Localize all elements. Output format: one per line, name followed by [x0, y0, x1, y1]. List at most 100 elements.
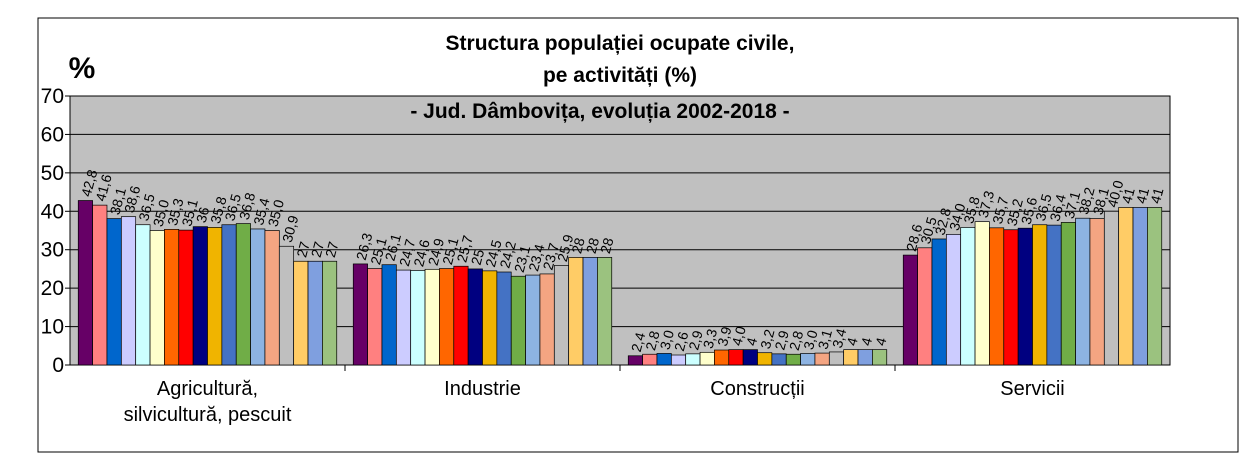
- bar: [192, 226, 208, 366]
- data-label: 24,9: [425, 236, 448, 267]
- data-label: 4: [743, 336, 761, 348]
- data-label: 32,8: [932, 206, 955, 237]
- bar: [1017, 227, 1033, 366]
- data-label: 42,8: [78, 168, 101, 199]
- data-label: 35,7: [989, 195, 1012, 226]
- data-label: 35,8: [207, 195, 230, 226]
- bar: [1118, 207, 1134, 366]
- bar: [1147, 207, 1163, 366]
- data-label: 35,8: [960, 195, 983, 226]
- bar: [367, 268, 383, 366]
- data-label: 23,1: [511, 243, 534, 274]
- data-label: 35,6: [1018, 195, 1041, 226]
- bar: [642, 353, 658, 366]
- bar: [496, 271, 512, 366]
- data-label: 41: [1133, 186, 1153, 205]
- bar: [771, 353, 787, 366]
- x-tick-label-line: Industrie: [444, 378, 521, 400]
- bar: [1003, 229, 1019, 366]
- data-label: 2,8: [642, 329, 663, 352]
- bar: [843, 349, 859, 366]
- bar: [670, 354, 687, 366]
- data-label: 38,2: [1075, 185, 1098, 216]
- bar: [757, 352, 773, 366]
- bar: [917, 247, 933, 366]
- data-label: 35,0: [265, 198, 288, 229]
- bar: [207, 227, 223, 366]
- data-label: 35,0: [150, 198, 173, 229]
- bar: [1060, 222, 1076, 366]
- data-label: 30,9: [279, 213, 302, 244]
- x-tick-label: Agricultură, silvicultură, pescuit: [124, 378, 292, 426]
- data-label: 36,5: [135, 192, 158, 223]
- bar: [656, 353, 672, 366]
- bar: [120, 216, 137, 366]
- data-label: 40,0: [1104, 178, 1127, 209]
- y-tick-label: 30: [41, 239, 64, 262]
- data-label: 24,6: [410, 238, 433, 269]
- data-label: 23,7: [540, 241, 563, 272]
- data-label: 25,7: [453, 233, 476, 264]
- x-tick-label: Construcții: [710, 378, 804, 400]
- bar: [699, 351, 715, 366]
- bar: [424, 268, 440, 366]
- bar: [92, 204, 108, 366]
- data-label: 38,6: [121, 184, 144, 215]
- data-label: 36: [193, 205, 213, 224]
- bar: [785, 353, 801, 366]
- y-tick-label: 70: [41, 85, 64, 108]
- data-label: 27: [322, 240, 342, 259]
- bar: [945, 233, 962, 366]
- chart-title: Structura populației ocupate civile,: [446, 32, 795, 55]
- bar: [828, 351, 845, 366]
- y-tick-label: 50: [41, 162, 64, 185]
- bar: [582, 257, 598, 366]
- chart-subtitle-2: - Jud. Dâmbovița, evoluția 2002-2018 -: [410, 100, 789, 123]
- bar: [714, 349, 730, 366]
- bar: [221, 224, 237, 366]
- bar: [322, 260, 338, 366]
- data-label: 2,9: [685, 328, 706, 351]
- data-label: 35,2: [1003, 197, 1026, 228]
- bar: [264, 230, 280, 366]
- data-label: 4: [872, 336, 890, 348]
- bar: [352, 263, 368, 366]
- data-label: 37,1: [1061, 190, 1084, 221]
- chart-subtitle: pe activități (%): [543, 64, 697, 87]
- y-tick-label: 20: [41, 277, 64, 300]
- data-label: 30,5: [917, 215, 940, 246]
- data-label: 28: [597, 236, 617, 255]
- data-label: 2,6: [671, 330, 692, 353]
- data-label: 3,4: [829, 327, 850, 350]
- data-label: 3,0: [657, 328, 678, 351]
- bar: [1103, 210, 1120, 366]
- data-label: 28: [568, 236, 588, 255]
- data-label: 24,5: [482, 238, 505, 269]
- bar: [250, 228, 266, 366]
- data-label: 35,3: [164, 196, 187, 227]
- bar: [235, 223, 251, 366]
- y-axis-label: %: [69, 52, 96, 85]
- bar: [510, 275, 526, 366]
- bar: [627, 355, 643, 366]
- data-label: 23,4: [525, 242, 548, 273]
- bar: [800, 353, 816, 366]
- data-label: 2,8: [786, 329, 807, 352]
- data-label: 27: [308, 240, 328, 259]
- bar: [814, 352, 830, 366]
- data-label: 26,3: [353, 231, 376, 262]
- bar: [525, 274, 541, 366]
- bar: [482, 270, 498, 366]
- x-tick-label-line: Construcții: [710, 378, 804, 400]
- bar: [149, 230, 165, 366]
- bar: [1046, 224, 1062, 366]
- bar: [931, 238, 947, 366]
- data-label: 38,1: [1090, 186, 1113, 217]
- bar: [293, 260, 309, 366]
- data-label: 2,4: [628, 330, 649, 353]
- data-label: 2,9: [771, 328, 792, 351]
- bar: [278, 245, 295, 366]
- bar: [872, 349, 888, 366]
- bar: [568, 257, 584, 366]
- bar: [728, 349, 744, 366]
